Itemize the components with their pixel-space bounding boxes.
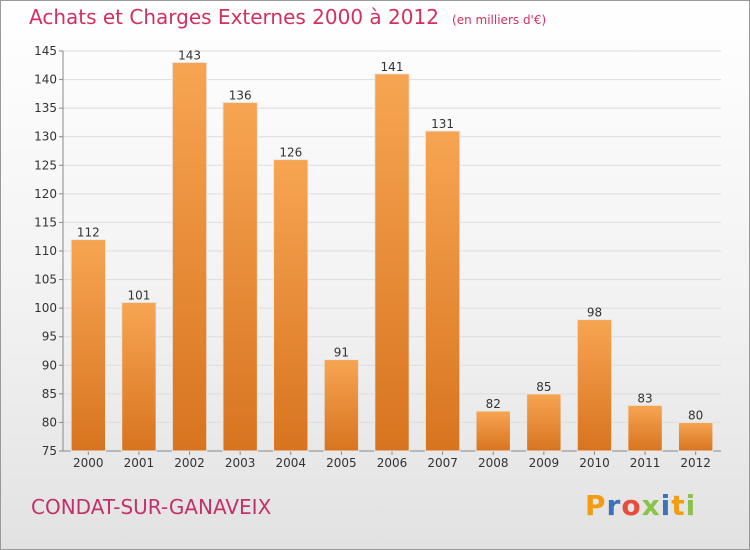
data-label: 85 xyxy=(536,380,551,394)
y-tick-label: 105 xyxy=(34,273,57,287)
x-tick-label: 2000 xyxy=(73,456,104,470)
y-tick-label: 125 xyxy=(34,158,57,172)
bar xyxy=(222,101,258,452)
y-tick-label: 135 xyxy=(34,101,57,115)
logo-letter: t xyxy=(671,489,686,522)
x-tick-label: 2010 xyxy=(579,456,610,470)
y-tick-label: 90 xyxy=(42,358,57,372)
y-tick-label: 80 xyxy=(42,415,57,429)
title-row: Achats et Charges Externes 2000 à 2012 (… xyxy=(29,5,546,29)
x-tick-label: 2011 xyxy=(630,456,661,470)
data-label: 141 xyxy=(381,60,404,74)
logo-letter: x xyxy=(641,489,661,522)
x-tick-label: 2002 xyxy=(174,456,205,470)
labels: 75 80 85 90 95 100 105 110 115 120 125 130 135 140 145… xyxy=(34,44,711,470)
data-label: 91 xyxy=(334,346,349,360)
bar xyxy=(424,130,461,452)
x-tick-label: 2003 xyxy=(225,456,256,470)
data-label: 112 xyxy=(77,226,100,240)
y-tick-label: 120 xyxy=(34,187,57,201)
logo-letter: i xyxy=(685,489,697,522)
y-tick-label: 140 xyxy=(34,73,57,87)
logo-letter: i xyxy=(660,489,672,522)
logo-letter: P xyxy=(585,489,607,522)
y-tick-label: 110 xyxy=(34,244,57,258)
x-tick-label: 2005 xyxy=(326,456,357,470)
y-tick-label: 85 xyxy=(42,387,57,401)
chart-unit-note: (en milliers d'€) xyxy=(452,13,547,27)
bar xyxy=(171,61,208,452)
y-tick-label: 100 xyxy=(34,301,57,315)
bar xyxy=(323,359,360,452)
x-tick-label: 2004 xyxy=(275,456,306,470)
logo-letter: r xyxy=(606,489,622,522)
bar xyxy=(677,421,714,452)
bar xyxy=(475,410,511,452)
bars xyxy=(70,61,714,452)
x-tick-label: 2012 xyxy=(680,456,711,470)
x-tick-label: 2001 xyxy=(124,456,155,470)
x-tick-label: 2009 xyxy=(529,456,560,470)
data-label: 98 xyxy=(587,306,602,320)
bar xyxy=(121,301,157,452)
y-tick-label: 95 xyxy=(42,330,57,344)
y-tick-label: 115 xyxy=(34,215,57,229)
y-tick-label: 75 xyxy=(42,444,57,458)
data-label: 80 xyxy=(688,408,703,422)
data-label: 136 xyxy=(229,88,252,102)
data-label: 126 xyxy=(279,146,302,160)
bar xyxy=(70,239,107,452)
bar xyxy=(273,159,309,452)
x-tick-label: 2008 xyxy=(478,456,509,470)
bar xyxy=(374,73,410,452)
logo-letter: o xyxy=(621,489,642,522)
x-tick-label: 2006 xyxy=(377,456,408,470)
data-label: 82 xyxy=(486,397,501,411)
data-label: 131 xyxy=(431,117,454,131)
proxiti-logo[interactable]: Proxiti xyxy=(585,489,696,522)
data-label: 143 xyxy=(178,48,201,62)
bar xyxy=(627,404,663,452)
x-tick-label: 2007 xyxy=(427,456,458,470)
data-label: 83 xyxy=(637,391,652,405)
chart-title: Achats et Charges Externes 2000 à 2012 xyxy=(29,5,439,29)
y-tick-label: 130 xyxy=(34,130,57,144)
y-tick-label: 145 xyxy=(34,44,57,58)
bar xyxy=(576,319,613,452)
town-name: CONDAT-SUR-GANAVEIX xyxy=(31,495,272,519)
data-label: 101 xyxy=(127,288,150,302)
bar xyxy=(526,393,562,452)
